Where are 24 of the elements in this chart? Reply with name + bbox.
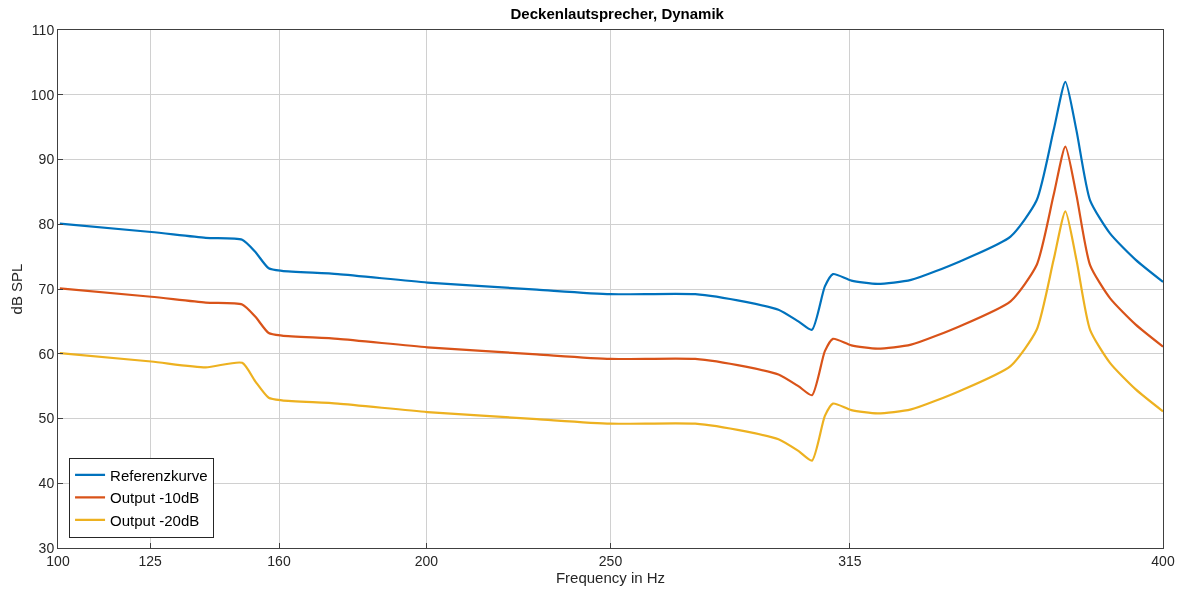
y-tick-label: 70 [38, 280, 55, 297]
chart-title: Deckenlautsprecher, Dynamik [510, 5, 725, 23]
y-tick-label: 30 [38, 539, 55, 556]
y-tick-label: 110 [31, 21, 55, 38]
x-tick-label: 400 [1151, 552, 1175, 569]
y-tick-label: 40 [38, 475, 55, 492]
x-axis-title: Frequency in Hz [555, 568, 666, 586]
x-tick-label: 315 [838, 552, 862, 569]
y-axis-title: dB SPL [8, 263, 26, 315]
y-tick-label: 60 [38, 345, 55, 362]
line-series [58, 210, 1163, 462]
legend-label: Referenzkurve [110, 466, 208, 484]
line-series [58, 145, 1163, 397]
x-tick-label: 200 [414, 552, 439, 569]
x-tick-label: 125 [138, 552, 162, 569]
line-series [58, 80, 1163, 331]
y-tick-label: 80 [38, 216, 55, 233]
y-tick-label: 100 [30, 86, 55, 103]
legend-label: Output -20dB [110, 511, 200, 529]
y-tick-label: 90 [38, 151, 55, 168]
x-tick-label: 250 [598, 552, 623, 569]
y-tick-label: 50 [38, 410, 55, 427]
x-tick-label: 160 [267, 552, 291, 569]
legend-label: Output -10dB [110, 489, 200, 507]
